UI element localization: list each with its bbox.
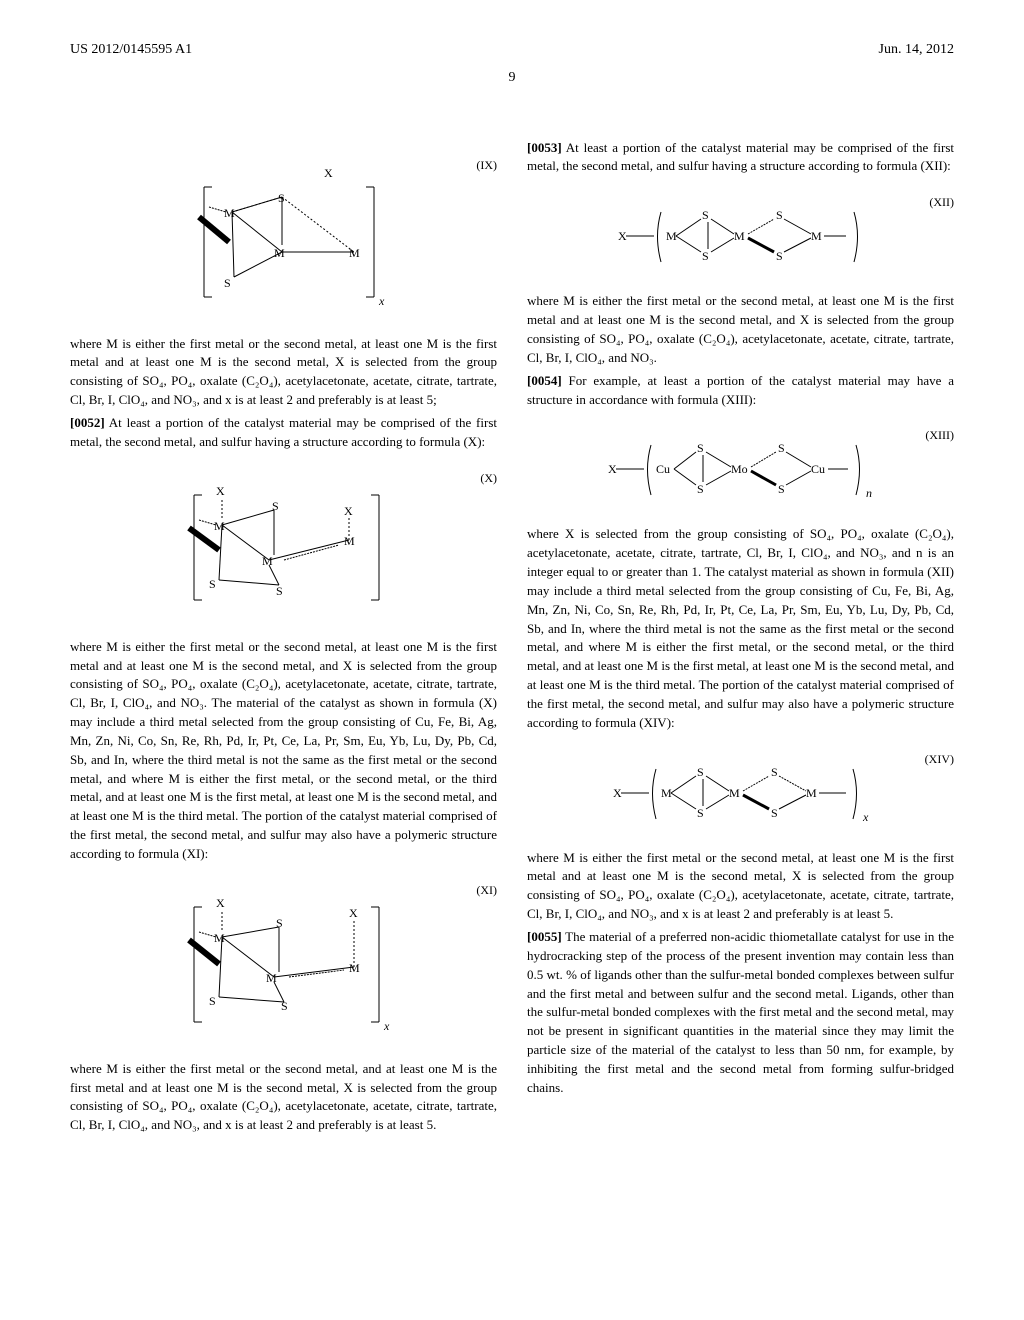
svg-text:Cu: Cu — [656, 462, 670, 476]
svg-text:M: M — [811, 229, 822, 243]
svg-text:M: M — [806, 786, 817, 800]
svg-text:S: S — [778, 482, 785, 496]
svg-text:S: S — [697, 482, 704, 496]
content-columns: (IX) X — [70, 139, 954, 1140]
svg-text:M: M — [349, 961, 360, 975]
patent-number: US 2012/0145595 A1 — [70, 40, 192, 60]
formula-xi: (XI) — [70, 882, 497, 1042]
para-0054-text: For example, at least a portion of the c… — [527, 373, 954, 407]
svg-text:X: X — [324, 166, 333, 180]
para-0055: [0055] The material of a preferred non-a… — [527, 928, 954, 1098]
para-0054-num: [0054] — [527, 373, 562, 388]
formula-xii-svg: X M S S M S S M — [606, 194, 876, 274]
svg-text:S: S — [281, 999, 288, 1013]
formula-x-label: (X) — [480, 470, 497, 487]
page-number: 9 — [70, 68, 954, 88]
text-after-ix: where M is either the first metal or the… — [70, 335, 497, 410]
svg-text:M: M — [224, 206, 235, 220]
svg-text:M: M — [262, 554, 273, 568]
para-0053-text: At least a portion of the catalyst mater… — [527, 140, 954, 174]
svg-text:S: S — [771, 765, 778, 779]
svg-text:M: M — [214, 519, 225, 533]
svg-text:M: M — [349, 246, 360, 260]
svg-text:S: S — [209, 577, 216, 591]
para-0053-num: [0053] — [527, 140, 562, 155]
svg-text:S: S — [771, 806, 778, 820]
formula-xiv-label: (XIV) — [925, 751, 954, 768]
svg-text:X: X — [344, 504, 353, 518]
svg-text:M: M — [274, 246, 285, 260]
svg-text:S: S — [276, 584, 283, 598]
text-after-xiii: where X is selected from the group consi… — [527, 525, 954, 732]
svg-text:S: S — [272, 499, 279, 513]
para-0052-text: At least a portion of the catalyst mater… — [70, 415, 497, 449]
svg-text:n: n — [866, 486, 872, 500]
formula-xiv: (XIV) — [527, 751, 954, 831]
para-0055-num: [0055] — [527, 929, 562, 944]
formula-ix: (IX) X — [70, 157, 497, 317]
formula-xii: (XII) — [527, 194, 954, 274]
para-0053: [0053] At least a portion of the catalys… — [527, 139, 954, 177]
formula-xii-label: (XII) — [929, 194, 954, 211]
svg-text:S: S — [697, 806, 704, 820]
formula-ix-svg: X S M M M S x — [174, 157, 394, 317]
svg-text:S: S — [776, 249, 783, 263]
svg-text:x: x — [383, 1019, 390, 1033]
formula-xi-svg: X S X M M M S S x — [164, 882, 404, 1042]
svg-text:S: S — [697, 441, 704, 455]
svg-text:M: M — [661, 786, 672, 800]
formula-ix-label: (IX) — [476, 157, 497, 174]
svg-text:S: S — [209, 994, 216, 1008]
svg-text:x: x — [378, 294, 385, 308]
formula-x-svg: X S X M M M S S — [164, 470, 404, 620]
para-0052-num: [0052] — [70, 415, 105, 430]
svg-text:Cu: Cu — [811, 462, 825, 476]
svg-text:S: S — [702, 249, 709, 263]
text-after-xii: where M is either the first metal or the… — [527, 292, 954, 367]
svg-text:X: X — [216, 484, 225, 498]
formula-xiii-svg: X Cu S S Mo S S Cu n — [596, 427, 886, 507]
svg-text:M: M — [734, 229, 745, 243]
svg-text:M: M — [214, 931, 225, 945]
right-column: [0053] At least a portion of the catalys… — [527, 139, 954, 1140]
svg-text:X: X — [349, 906, 358, 920]
svg-text:S: S — [278, 191, 285, 205]
page-header: US 2012/0145595 A1 Jun. 14, 2012 — [70, 40, 954, 60]
svg-text:X: X — [618, 229, 627, 243]
para-0054: [0054] For example, at least a portion o… — [527, 372, 954, 410]
formula-xiii: (XIII) — [527, 427, 954, 507]
svg-text:X: X — [608, 462, 617, 476]
text-after-x: where M is either the first metal or the… — [70, 638, 497, 864]
svg-text:Mo: Mo — [731, 462, 748, 476]
svg-text:x: x — [862, 810, 869, 824]
left-column: (IX) X — [70, 139, 497, 1140]
text-after-xiv: where M is either the first metal or the… — [527, 849, 954, 924]
svg-text:S: S — [778, 441, 785, 455]
svg-text:M: M — [666, 229, 677, 243]
svg-text:M: M — [266, 971, 277, 985]
svg-text:M: M — [344, 534, 355, 548]
formula-xi-label: (XI) — [476, 882, 497, 899]
svg-text:S: S — [276, 916, 283, 930]
formula-x: (X) — [70, 470, 497, 620]
svg-text:X: X — [216, 896, 225, 910]
svg-text:M: M — [729, 786, 740, 800]
svg-text:S: S — [224, 276, 231, 290]
patent-date: Jun. 14, 2012 — [879, 40, 954, 60]
svg-text:S: S — [697, 765, 704, 779]
svg-text:S: S — [702, 208, 709, 222]
para-0052: [0052] At least a portion of the catalys… — [70, 414, 497, 452]
svg-text:X: X — [613, 786, 622, 800]
para-0055-text: The material of a preferred non-acidic t… — [527, 929, 954, 1095]
formula-xiii-label: (XIII) — [925, 427, 954, 444]
svg-text:S: S — [776, 208, 783, 222]
text-after-xi: where M is either the first metal or the… — [70, 1060, 497, 1135]
formula-xiv-svg: X M S S M S S M x — [601, 751, 881, 831]
